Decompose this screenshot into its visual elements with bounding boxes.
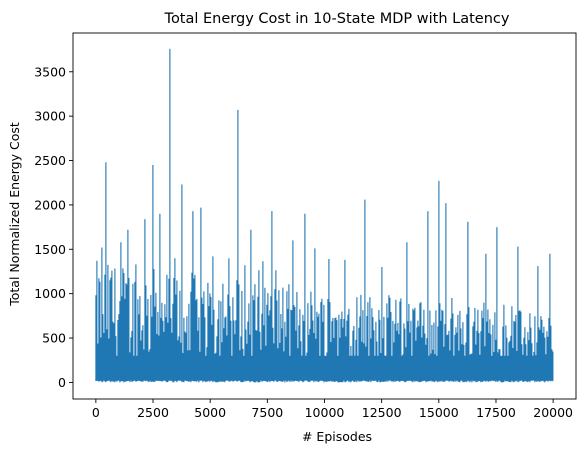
y-tick-label: 3500: [34, 64, 66, 79]
y-tick-label: 3000: [34, 109, 66, 124]
x-axis: 0 2500 5000 7500 10000 12500 15000 17500 20000: [92, 399, 573, 420]
chart-title: Total Energy Cost in 10-State MDP with L…: [164, 11, 510, 27]
y-tick-label: 0: [58, 375, 66, 390]
x-tick-label: 5000: [194, 405, 226, 420]
x-tick-label: 17500: [476, 405, 516, 420]
y-axis-title: Total Normalized Energy Cost: [7, 122, 22, 307]
y-tick-label: 1500: [34, 242, 66, 257]
x-axis-title: # Episodes: [302, 429, 372, 444]
series-line: [95, 48, 554, 383]
y-tick-label: 1000: [34, 286, 66, 301]
y-tick-label: 500: [42, 331, 66, 346]
x-tick-label: 10000: [305, 405, 345, 420]
y-tick-label: 2500: [34, 153, 66, 168]
x-tick-label: 15000: [419, 405, 459, 420]
x-tick-label: 20000: [533, 405, 573, 420]
plot-area: [95, 48, 554, 383]
y-tick-label: 2000: [34, 197, 66, 212]
x-tick-label: 2500: [137, 405, 169, 420]
x-tick-label: 7500: [251, 405, 283, 420]
x-tick-label: 0: [92, 405, 100, 420]
x-tick-label: 12500: [362, 405, 402, 420]
y-axis: 0 500 1000 1500 2000 2500 3000 3500: [34, 64, 73, 390]
